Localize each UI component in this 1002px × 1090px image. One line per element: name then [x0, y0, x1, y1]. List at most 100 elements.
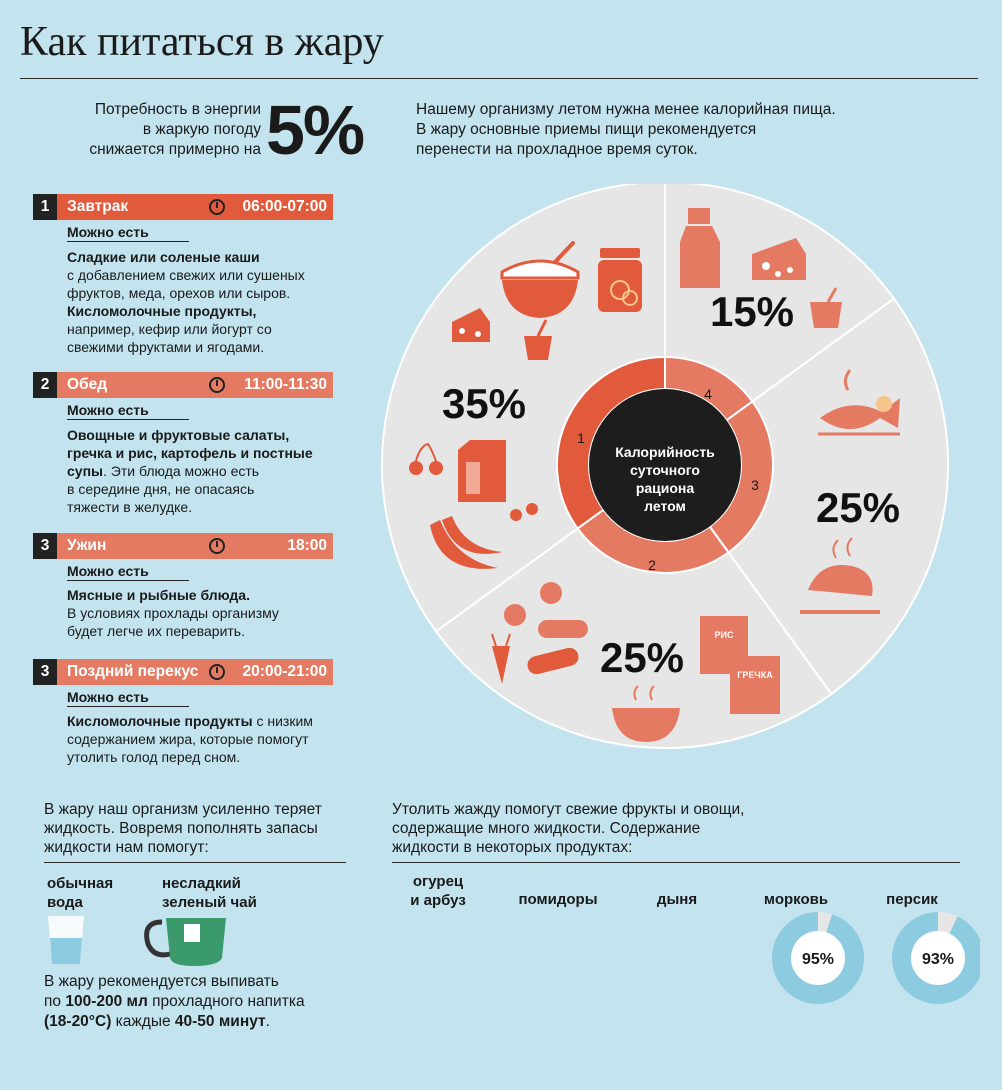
- clock-icon: [209, 538, 225, 554]
- buckwheat-box-icon: ГРЕЧКА: [730, 656, 780, 714]
- milk-carton-icon: [458, 440, 506, 502]
- cheese-icon: [752, 238, 806, 280]
- donut-center: [911, 931, 965, 985]
- fruits-text: Утолить жажду помогут свежие фрукты и ов…: [392, 800, 744, 857]
- clock-icon: [209, 664, 225, 680]
- meal-line: Мясные и рыбные блюда.: [67, 587, 250, 603]
- roast-chicken-icon: [800, 537, 880, 614]
- meal-line: будет легче их переварить.: [67, 623, 245, 639]
- fish-icon: [818, 369, 900, 436]
- meal-line: Кисломолочные продукты с низким: [67, 712, 347, 730]
- can-eat-label: Можно есть: [67, 224, 189, 242]
- intro-line: Нашему организму летом нужна менее калор…: [416, 101, 836, 118]
- meal-line: фруктов, меда, орехов или сыров.: [67, 285, 291, 301]
- title-divider: [20, 78, 978, 79]
- hydration-divider: [44, 862, 346, 863]
- water-label-line: вода: [47, 894, 83, 911]
- yogurt-cup-icon: [810, 287, 842, 328]
- meal-line: содержанием жира, которые помогут: [67, 731, 309, 747]
- energy-value: 5%: [266, 91, 365, 169]
- milk-bottle-icon: [680, 208, 720, 288]
- ring-label: 2: [648, 557, 656, 573]
- drinking-advice: В жару рекомендуется выпивать по 100-200…: [44, 972, 305, 1032]
- meal-description: Кисломолочные продукты с низким содержан…: [67, 712, 347, 766]
- tea-label: несладкий зеленый чай: [162, 874, 257, 912]
- ring-label: 4: [704, 386, 712, 402]
- advice-bold: (18-20°C): [44, 1013, 112, 1030]
- hydration-text: В жару наш организм усиленно теряет жидк…: [44, 800, 322, 857]
- intro-text: Нашему организму летом нужна менее калор…: [416, 100, 916, 160]
- hydration-line: жидкость. Вовремя пополнять запасы: [44, 820, 318, 837]
- meal-description: Овощные и фруктовые салаты, гречка и рис…: [67, 426, 347, 516]
- pie-center-line: суточного: [630, 462, 700, 478]
- rice-label: РИС: [715, 630, 734, 640]
- liquid-content-donuts: 95%93%91%88%87%: [772, 911, 980, 1004]
- calorie-pie-chart: Калорийность суточного рациона летом 1 2…: [381, 184, 949, 749]
- hydration-line: жидкости нам помогут:: [44, 839, 209, 856]
- pct-label: 25%: [600, 634, 684, 681]
- meal-header-late-snack: 3 Поздний перекус 20:00-21:00: [33, 659, 333, 685]
- strawberries-icon: [510, 503, 538, 521]
- donut-pct-label: 93%: [922, 951, 954, 968]
- pct-label: 35%: [442, 380, 526, 427]
- pie-center-line: Калорийность: [615, 444, 715, 460]
- meal-number: 3: [33, 659, 57, 685]
- product-label-peach: персик: [886, 891, 938, 908]
- porridge-bowl-icon: [500, 241, 580, 318]
- meal-line: в середине дня, не опасаясь: [67, 481, 255, 497]
- jam-jar-icon: [598, 248, 642, 312]
- bananas-icon: [430, 516, 502, 569]
- meal-time: 11:00-11:30: [244, 376, 327, 393]
- meal-line: тяжести в желудке.: [67, 499, 193, 515]
- meal-header-dinner: 3 Ужин 18:00: [33, 533, 333, 559]
- product-label-melon: дыня: [656, 891, 698, 908]
- intro-line: перенести на прохладное время суток.: [416, 141, 698, 158]
- meal-name: Обед: [67, 376, 108, 393]
- meal-plain-text: . Эти блюда можно есть: [102, 463, 260, 479]
- meal-line: гречка и рис, картофель и постные: [67, 445, 313, 461]
- meal-header-lunch: 2 Обед 11:00-11:30: [33, 372, 333, 398]
- energy-line: в жаркую погоду: [142, 121, 261, 138]
- clock-icon: [209, 199, 225, 215]
- pie-center-line: рациона: [636, 480, 695, 496]
- pie-sector-3: [663, 297, 949, 696]
- meal-line: свежими фруктами и ягодами.: [67, 339, 265, 355]
- can-eat-label: Можно есть: [67, 402, 189, 420]
- fruits-line: Утолить жажду помогут свежие фрукты и ов…: [392, 801, 745, 818]
- meal-line: Овощные и фруктовые салаты,: [67, 427, 290, 443]
- energy-text: Потребность в энергии в жаркую погоду сн…: [66, 100, 261, 160]
- pie-center: [589, 389, 741, 541]
- pct-label: 15%: [710, 288, 794, 335]
- advice-bold: 100-200 мл: [65, 993, 148, 1010]
- fruits-line: содержащие много жидкости. Содержание: [392, 820, 701, 837]
- advice-line: по 100-200 мл прохладного напитка: [44, 992, 305, 1012]
- meal-line: В условиях прохлады организму: [67, 605, 279, 621]
- tomatoes-icon: [504, 582, 562, 626]
- meal-description: Мясные и рыбные блюда. В условиях прохла…: [67, 586, 347, 640]
- ring-label: 3: [751, 477, 759, 493]
- intro-line: В жару основные приемы пищи рекомендуетс…: [416, 121, 757, 138]
- meal-time: 20:00-21:00: [242, 663, 327, 680]
- meal-line: с добавлением свежих или сушеных: [67, 267, 305, 283]
- cheese-icon: [452, 308, 490, 342]
- product-label-carrot: морковь: [763, 891, 829, 908]
- meal-description: Сладкие или соленые каши с добавлением с…: [67, 248, 347, 356]
- meal-bold-text: супы: [67, 463, 103, 479]
- advice-line: (18-20°C) каждые 40-50 минут.: [44, 1012, 305, 1032]
- advice-text: прохладного напитка: [147, 993, 305, 1010]
- meal-number: 1: [33, 194, 57, 220]
- meal-line: утолить голод перед сном.: [67, 749, 241, 765]
- fruits-divider: [392, 862, 960, 863]
- water-glass-icon: [48, 916, 84, 964]
- meal-name: Поздний перекус: [67, 663, 199, 680]
- advice-line: В жару рекомендуется выпивать: [44, 973, 279, 990]
- meal-line: Сладкие или соленые каши: [67, 249, 260, 265]
- meal-bold-text: Кисломолочные продукты: [67, 713, 253, 729]
- hydration-line: В жару наш организм усиленно теряет: [44, 801, 322, 818]
- meal-number: 2: [33, 372, 57, 398]
- meal-line: например, кефир или йогурт со: [67, 321, 272, 337]
- water-label: обычная вода: [47, 874, 113, 912]
- soup-bowl-icon: [612, 685, 680, 742]
- drink-icons: [48, 916, 226, 966]
- tea-label-line: зеленый чай: [162, 894, 257, 911]
